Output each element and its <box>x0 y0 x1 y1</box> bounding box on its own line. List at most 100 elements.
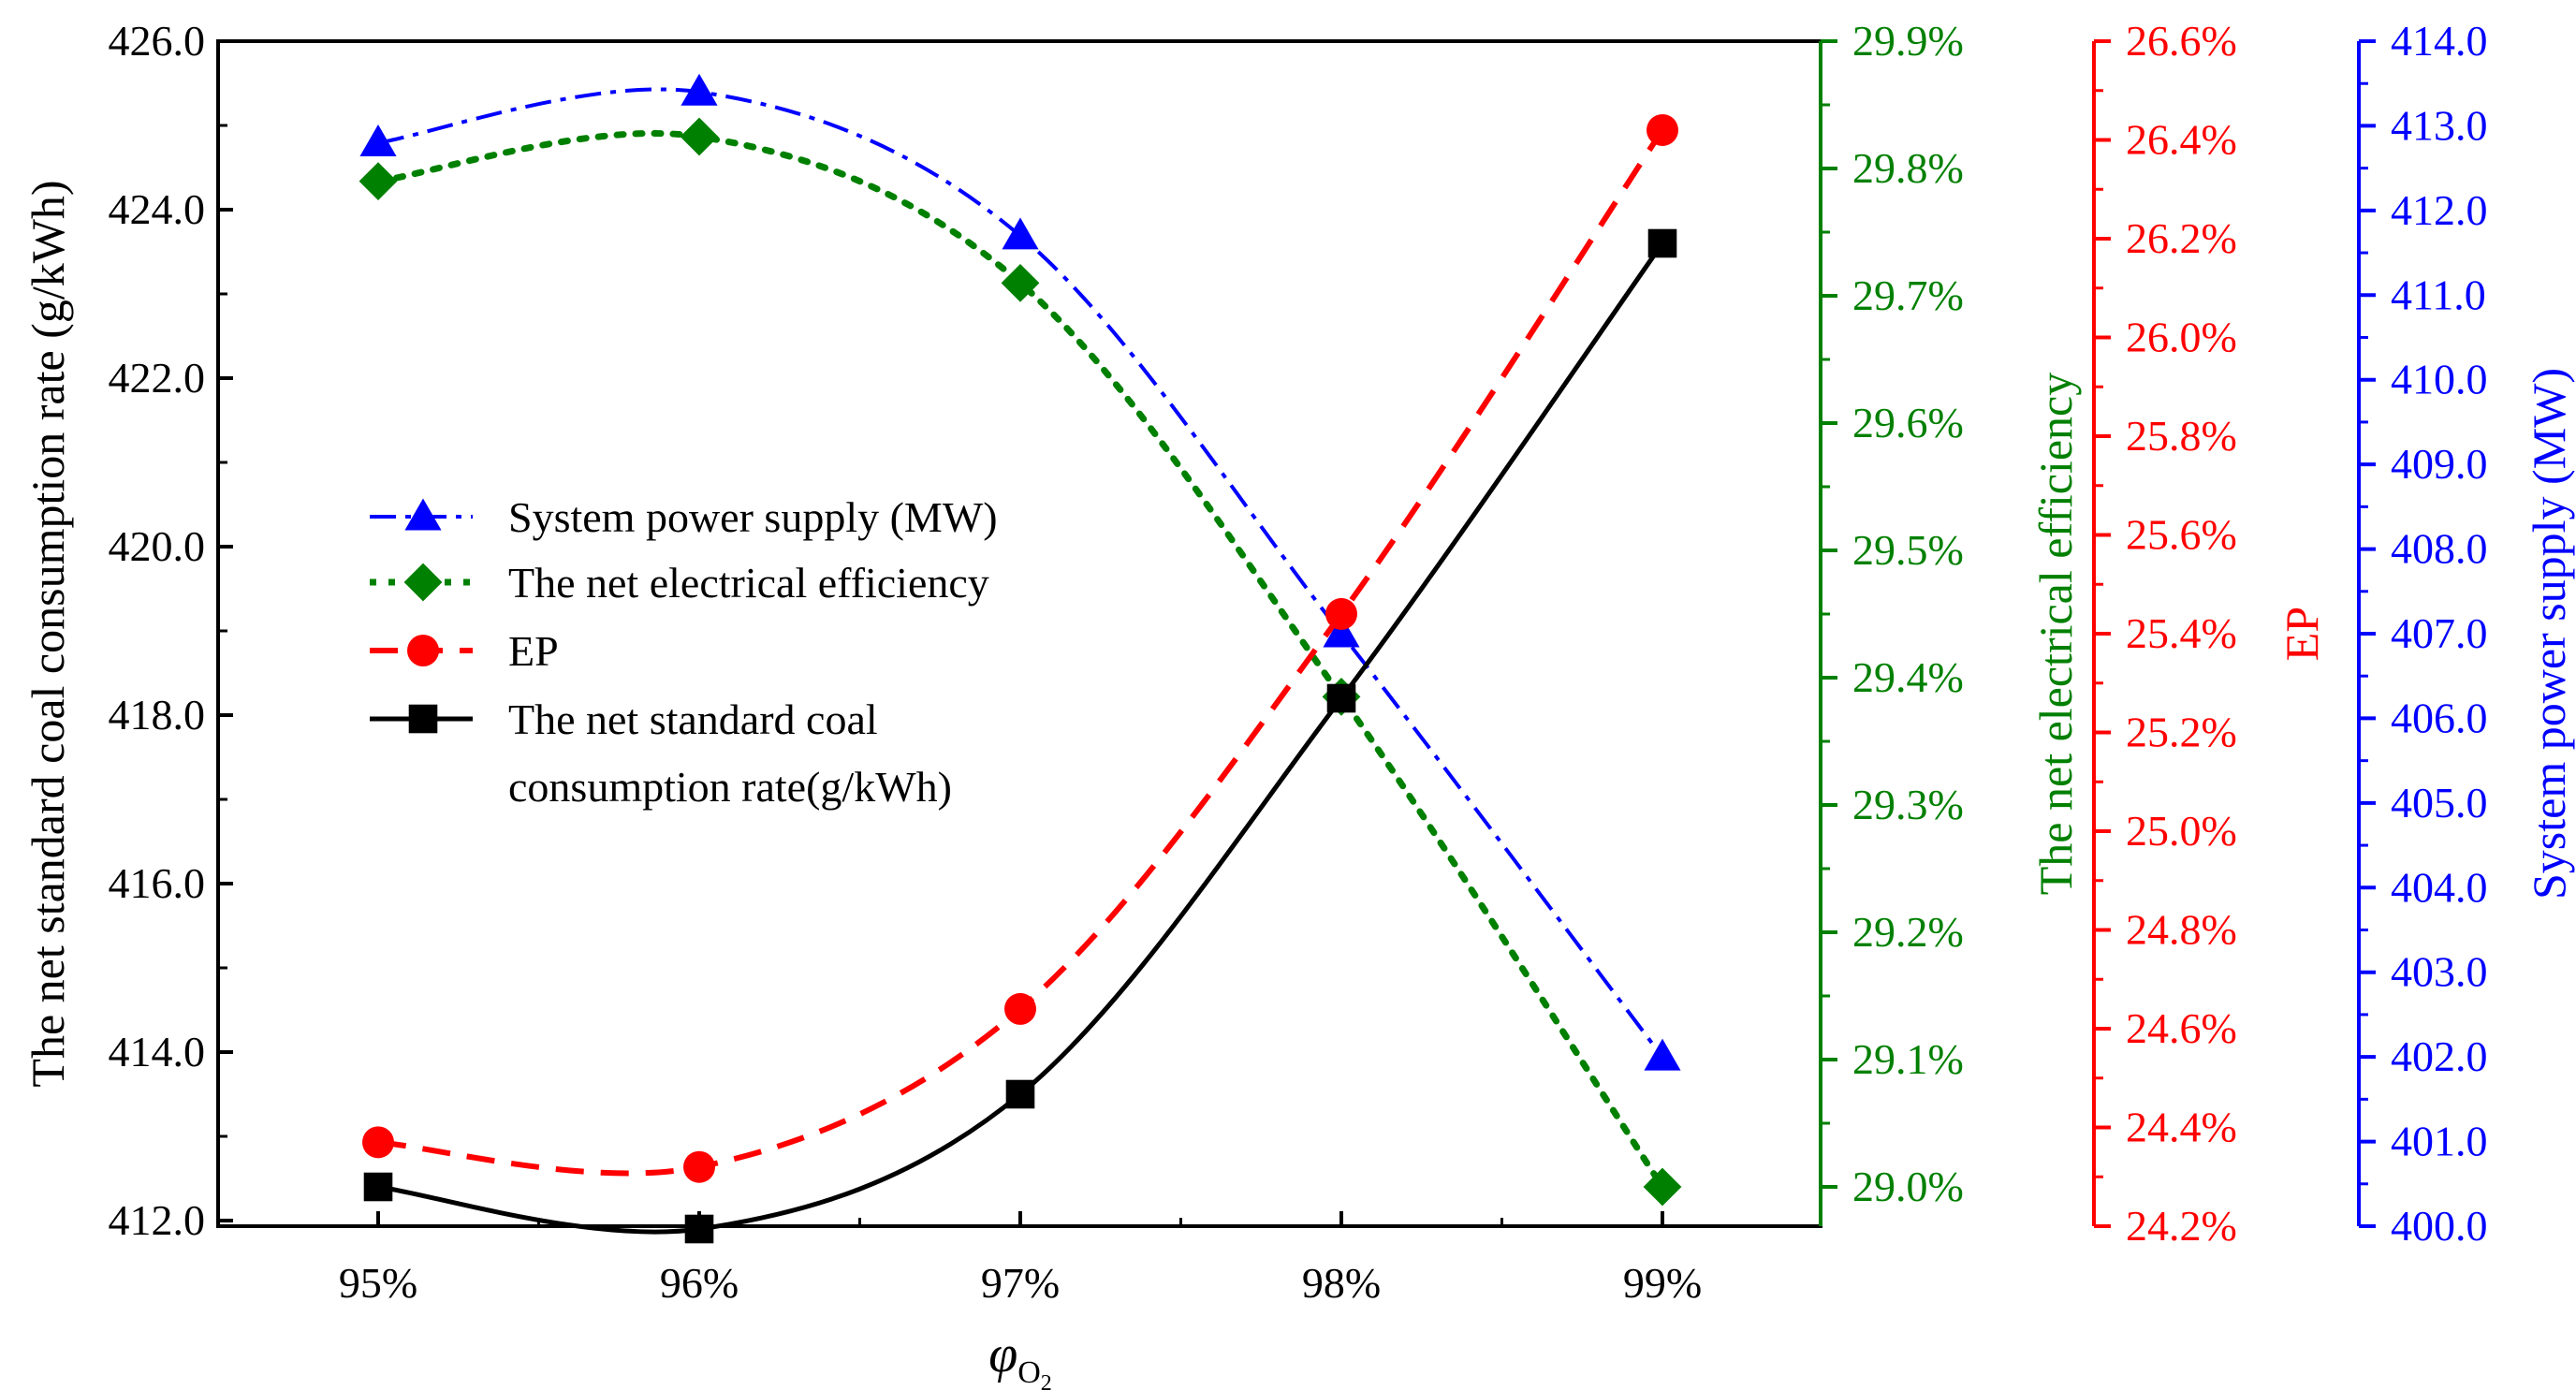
legend-marker-circle <box>407 635 439 666</box>
coal-tick-label: 418.0 <box>109 691 206 739</box>
eff-tick-label: 29.5% <box>1852 526 1964 574</box>
x-axis-title-symbol: φ <box>988 1325 1017 1383</box>
legend: System power supply (MW) The net electric… <box>370 493 998 811</box>
data-point-triangle <box>359 124 397 156</box>
series-layer <box>359 73 1682 1244</box>
series-line-triangle <box>377 87 1664 1059</box>
ep-tick-label: 26.6% <box>2126 17 2237 65</box>
ep-tick-label: 24.2% <box>2126 1202 2237 1250</box>
power-y-axis: 400.0 401.0 402.0 403.0 404.0 405.0 406.0 407.0… <box>2357 17 2488 1250</box>
coal-tick-label: 414.0 <box>109 1028 206 1075</box>
power-axis-title: System power supply (MW) <box>2523 368 2575 900</box>
power-tick-label: 404.0 <box>2391 863 2488 911</box>
data-point-circle <box>1004 992 1036 1025</box>
series-line-circle <box>377 128 1665 1177</box>
data-point-diamond <box>359 162 398 200</box>
coal-tick-label: 420.0 <box>109 522 206 570</box>
coal-y-axis: 412.0 414.0 416.0 418.0 420.0 422.0 424.0 426.0 <box>109 17 233 1244</box>
x-tick-label: 98% <box>1302 1259 1381 1307</box>
legend-label: The net electrical efficiency <box>508 559 989 607</box>
x-axis-title-subscript: O <box>1017 1355 1041 1390</box>
series-line-diamond <box>374 130 1666 1191</box>
power-tick-label: 400.0 <box>2391 1202 2488 1250</box>
x-axis-title: φO2 <box>988 1325 1052 1390</box>
x-tick-label: 97% <box>981 1259 1060 1307</box>
coal-tick-label: 416.0 <box>109 859 206 907</box>
power-tick-label: 403.0 <box>2391 948 2488 996</box>
legend-label: consumption rate(g/kWh) <box>508 763 952 811</box>
ep-tick-label: 26.4% <box>2126 116 2237 164</box>
data-point-circle <box>683 1150 715 1183</box>
power-tick-label: 412.0 <box>2391 186 2488 234</box>
series-circle <box>362 113 1678 1183</box>
ep-tick-label: 25.4% <box>2126 609 2237 657</box>
ep-tick-label: 25.8% <box>2126 412 2237 460</box>
power-tick-label: 414.0 <box>2391 17 2488 65</box>
data-point-triangle <box>1002 217 1039 250</box>
ep-tick-label: 26.0% <box>2126 314 2237 361</box>
x-axis-title-subsubscript: 2 <box>1041 1371 1052 1390</box>
coal-axis-title: The net standard coal consumption rate (… <box>22 180 74 1087</box>
eff-y-axis: 29.0% 29.1% 29.2% 29.3% 29.4% 29.5% 29.6% 29.7%… <box>1819 17 1964 1226</box>
series-square <box>363 228 1677 1244</box>
power-tick-label: 402.0 <box>2391 1032 2488 1080</box>
coal-tick-label: 426.0 <box>109 17 206 65</box>
data-point-triangle <box>1323 615 1360 648</box>
data-point-diamond <box>1643 1167 1682 1207</box>
power-tick-label: 409.0 <box>2391 440 2488 488</box>
data-point-triangle <box>1644 1038 1681 1071</box>
power-tick-label: 406.0 <box>2391 694 2488 741</box>
legend-entry-square: The net standard coal consumption rate(g/… <box>370 695 952 811</box>
legend-label: EP <box>508 627 559 675</box>
series-line-square <box>377 241 1665 1235</box>
data-point-square <box>363 1172 393 1202</box>
ep-axis-title: EP <box>2276 607 2328 661</box>
data-point-diamond <box>1001 264 1040 302</box>
eff-tick-label: 29.1% <box>1852 1035 1964 1083</box>
x-tick-label: 99% <box>1623 1259 1702 1307</box>
data-point-diamond <box>680 117 719 156</box>
data-point-circle <box>362 1126 394 1159</box>
ep-tick-label: 25.0% <box>2126 807 2237 855</box>
x-tick-label: 96% <box>660 1259 739 1307</box>
power-tick-label: 408.0 <box>2391 525 2488 573</box>
legend-entry-circle: EP <box>370 627 559 675</box>
legend-marker-diamond <box>403 563 443 602</box>
ep-y-axis: 24.2% 24.4% 24.6% 24.8% 25.0% 25.2% 25.4% 25.6%… <box>2092 17 2237 1250</box>
data-point-circle <box>1325 597 1357 630</box>
data-point-square <box>1005 1079 1035 1109</box>
x-axis: 95% 96% 97% 98% 99% φO2 <box>339 1211 1702 1390</box>
power-tick-label: 410.0 <box>2391 356 2488 403</box>
legend-marker-triangle <box>404 498 442 531</box>
data-point-square <box>1647 228 1677 258</box>
coal-tick-label: 412.0 <box>109 1196 206 1244</box>
eff-tick-label: 29.6% <box>1852 399 1964 446</box>
coal-tick-label: 422.0 <box>109 354 206 402</box>
data-point-square <box>1326 683 1356 713</box>
x-tick-label: 95% <box>339 1259 417 1307</box>
legend-label: System power supply (MW) <box>508 493 998 541</box>
eff-tick-label: 29.9% <box>1852 17 1964 65</box>
legend-entry-diamond: The net electrical efficiency <box>370 559 989 607</box>
ep-tick-label: 25.6% <box>2126 511 2237 559</box>
power-tick-label: 411.0 <box>2391 271 2486 318</box>
eff-tick-label: 29.7% <box>1852 271 1964 319</box>
eff-tick-label: 29.4% <box>1852 653 1964 701</box>
data-point-circle <box>1647 113 1678 146</box>
eff-tick-label: 29.2% <box>1852 908 1964 956</box>
legend-marker-square <box>408 704 438 734</box>
data-point-square <box>684 1214 714 1244</box>
eff-tick-label: 29.3% <box>1852 781 1964 828</box>
ep-tick-label: 24.4% <box>2126 1104 2237 1151</box>
series-triangle <box>359 73 1681 1071</box>
ep-tick-label: 25.2% <box>2126 709 2237 756</box>
coal-tick-label: 424.0 <box>109 185 206 233</box>
eff-tick-label: 29.0% <box>1852 1163 1964 1210</box>
ep-tick-label: 24.8% <box>2126 906 2237 954</box>
axes: 95% 96% 97% 98% 99% φO2 412.0 414.0 416.0 418.0 42… <box>22 17 2575 1390</box>
legend-label: The net standard coal <box>508 695 878 743</box>
power-tick-label: 413.0 <box>2391 101 2488 149</box>
data-point-triangle <box>681 73 718 106</box>
power-tick-label: 401.0 <box>2391 1118 2488 1165</box>
